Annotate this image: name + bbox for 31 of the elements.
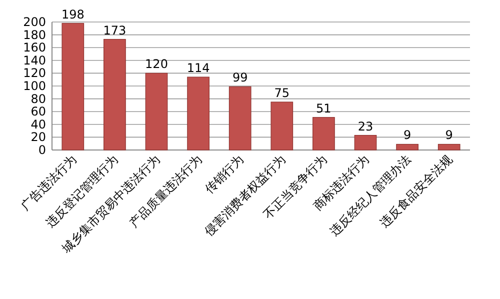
bar bbox=[228, 86, 252, 150]
bar bbox=[438, 144, 460, 150]
y-tick-label: 140 bbox=[23, 53, 46, 68]
y-tick-label: 160 bbox=[23, 40, 46, 55]
bar bbox=[312, 117, 335, 150]
data-label: 9 bbox=[403, 128, 412, 142]
y-tick-label: 180 bbox=[23, 28, 46, 42]
y-tick-label: 40 bbox=[30, 117, 46, 132]
bar bbox=[104, 38, 126, 150]
data-label: 99 bbox=[232, 70, 248, 85]
data-label: 114 bbox=[186, 61, 210, 76]
y-tick-label: 60 bbox=[30, 104, 46, 119]
data-label: 173 bbox=[103, 23, 126, 38]
bar bbox=[187, 76, 210, 150]
bar bbox=[396, 144, 418, 150]
y-tick-label: 200 bbox=[23, 15, 46, 29]
y-tick-label: 0 bbox=[38, 143, 46, 157]
bar bbox=[270, 102, 294, 150]
data-label: 75 bbox=[274, 86, 290, 100]
bar bbox=[354, 134, 377, 150]
bar bbox=[62, 22, 84, 150]
data-label: 51 bbox=[316, 101, 332, 116]
y-tick-label: 80 bbox=[30, 92, 46, 106]
data-label: 198 bbox=[61, 7, 84, 22]
data-label: 23 bbox=[358, 119, 374, 134]
bar bbox=[145, 72, 168, 150]
y-tick-label: 100 bbox=[23, 79, 46, 93]
data-label: 120 bbox=[145, 57, 168, 72]
y-tick-label: 120 bbox=[23, 66, 46, 80]
y-tick-label: 20 bbox=[30, 130, 46, 144]
data-label: 9 bbox=[445, 128, 453, 142]
